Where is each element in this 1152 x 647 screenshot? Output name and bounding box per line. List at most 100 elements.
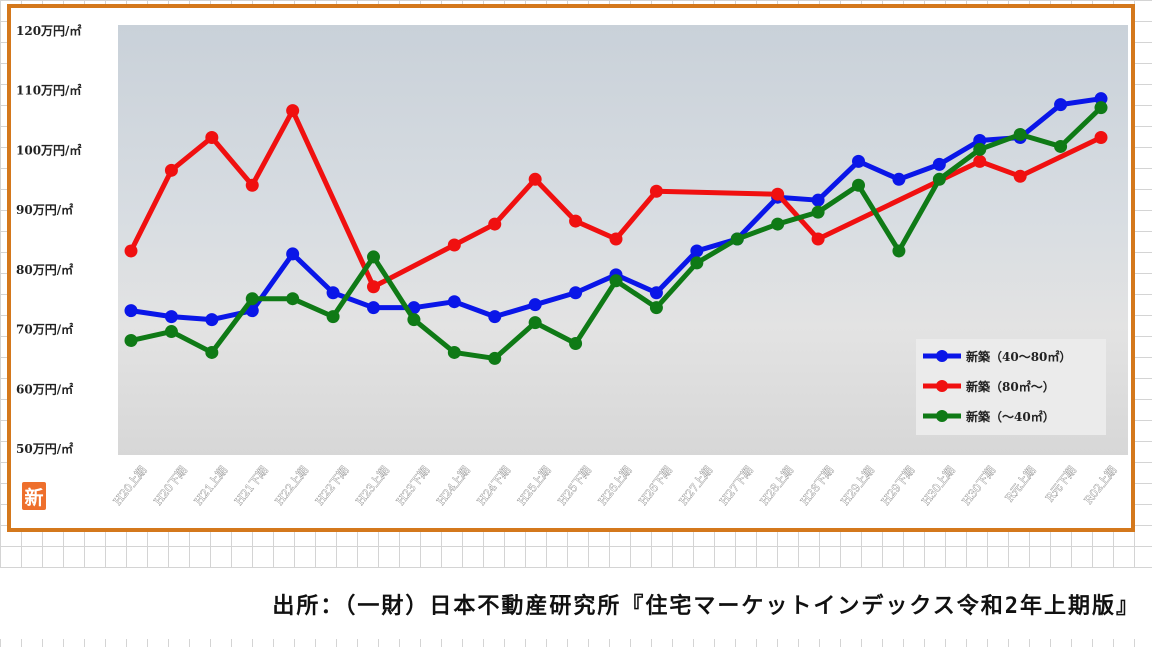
data-point [245,178,259,192]
legend-label: 新築（40～80㎡） [966,349,1071,364]
data-point [892,172,906,186]
y-tick-label: 50万円/㎡ [16,441,73,456]
data-point [690,256,704,270]
data-point [286,247,300,261]
data-point [1013,128,1027,141]
legend: 新築（40～80㎡） 新築（80㎡～） 新築（～40㎡） [916,339,1106,435]
x-tick-label: H22上期 [273,464,311,508]
x-tick-label: H24下期 [475,464,513,508]
source-band: 出所：（一財）日本不動産研究所『住宅マーケットインデックス令和2年上期版』 [0,568,1152,639]
data-point [973,154,987,168]
x-tick-label: H21下期 [232,464,270,508]
data-point [326,286,340,300]
y-tick-label: 70万円/㎡ [16,322,73,337]
data-point [1013,169,1027,183]
chart-frame: 50万円/㎡ 60万円/㎡ 70万円/㎡ 80万円/㎡ 90万円/㎡ 100万円/㎡ 110… [7,4,1135,532]
data-point [1054,98,1068,112]
data-point [447,345,461,359]
x-tick-label: H28下期 [798,464,836,508]
data-point [528,298,542,312]
x-tick-label: H20上期 [111,464,149,508]
x-tick-label: H29下期 [879,464,917,508]
x-tick-label: H27下期 [717,464,755,508]
x-tick-label: H21上期 [192,464,230,508]
y-tick-label: 110万円/㎡ [16,83,81,98]
y-tick-label: 120万円/㎡ [16,23,81,38]
x-tick-label: H26下期 [636,464,674,508]
legend-label: 新築（80㎡～） [966,379,1055,394]
data-point [124,304,138,318]
data-point [649,184,663,198]
data-point [286,104,300,118]
y-tick-label: 80万円/㎡ [16,262,73,277]
data-point [245,304,259,318]
x-tick-label: H22下期 [313,464,351,508]
data-point [164,325,178,339]
data-point [447,295,461,309]
data-point [569,214,583,228]
y-tick-label: 100万円/㎡ [16,142,81,157]
data-point [124,334,138,348]
data-point [367,301,380,315]
legend-swatch-marker [936,350,948,362]
source-note: 出所：（一財）日本不動産研究所『住宅マーケットインデックス令和2年上期版』 [272,594,1140,619]
series-line-2 [128,108,1104,290]
data-point [852,154,865,168]
x-tick-label: H25下期 [556,464,594,508]
legend-swatch-marker [936,410,948,422]
x-tick-label: H24上期 [434,464,472,508]
data-point [973,133,987,147]
data-point [488,217,502,231]
x-tick-label: H28上期 [758,464,796,508]
data-point [407,313,421,327]
data-point [528,316,542,330]
data-point [649,301,663,315]
data-point [811,232,825,246]
logo: 新 [22,482,46,510]
data-point [488,310,502,324]
data-point [811,193,825,207]
data-point [164,310,178,324]
data-point [245,292,259,306]
legend-swatch-marker [936,380,948,392]
data-point [811,205,825,219]
x-tick-label: H27上期 [677,464,715,508]
y-tick-label: 60万円/㎡ [16,381,73,396]
data-point [690,244,704,258]
data-point [447,238,461,252]
data-point [286,292,300,306]
x-tick-label: H25上期 [515,464,553,508]
data-point [771,187,785,201]
data-point [973,142,987,156]
data-point [205,313,219,327]
x-tick-label: R元下期 [1043,464,1079,505]
data-point [367,250,380,264]
data-point [932,172,946,186]
data-point [609,274,623,288]
data-point [649,286,663,300]
x-tick-label: H23下期 [394,464,432,508]
data-point [528,172,542,186]
data-point [892,244,906,258]
data-point [1094,101,1108,115]
legend-label: 新築（～40㎡） [966,409,1055,424]
data-point [852,178,865,192]
data-point [488,351,502,365]
data-point [205,345,219,359]
data-point [326,310,340,324]
x-tick-label: H29上期 [839,464,877,508]
x-tick-label: H20下期 [151,464,189,508]
data-point [569,337,583,350]
x-tick-label: H30上期 [919,464,957,508]
x-tick-label: H30下期 [960,464,998,508]
data-point [1094,130,1108,144]
x-tick-label: R元上期 [1003,464,1039,505]
data-point [367,280,380,294]
data-point [1054,139,1068,153]
data-point [932,157,946,171]
data-point [609,232,623,246]
data-point [730,232,744,246]
line-chart: 50万円/㎡ 60万円/㎡ 70万円/㎡ 80万円/㎡ 90万円/㎡ 100万円/㎡ 110… [16,23,1120,508]
data-point [205,130,219,144]
x-tick-label: H23上期 [354,464,392,508]
